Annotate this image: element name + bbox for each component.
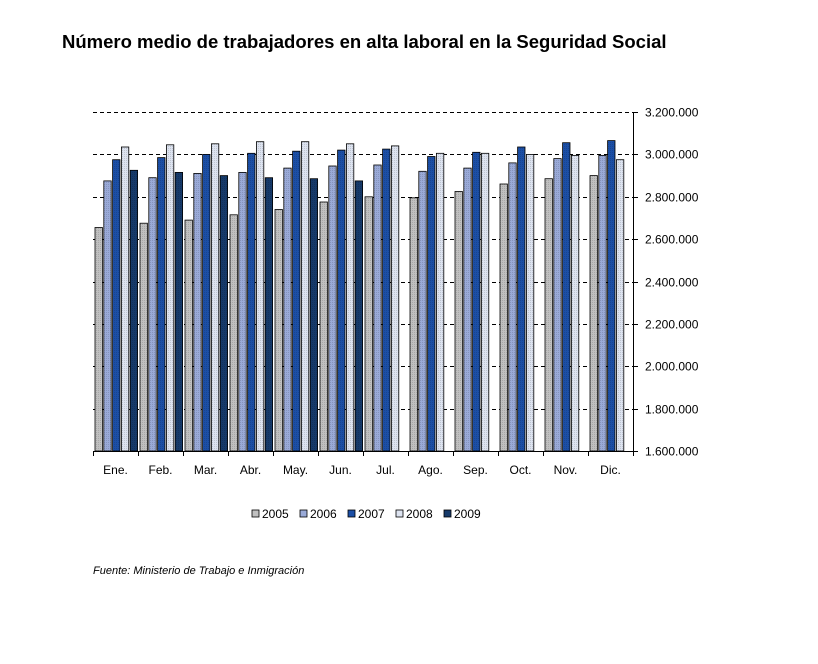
x-tick-label: Oct. (509, 463, 531, 477)
bar-texture (247, 153, 255, 452)
bar-texture (481, 153, 489, 452)
bar-texture (121, 147, 129, 451)
bar-texture (427, 156, 435, 451)
bar-texture (526, 154, 534, 451)
bar-texture (265, 177, 273, 451)
bar-texture (391, 145, 399, 451)
bar-texture (553, 158, 562, 451)
bar-texture (373, 165, 382, 451)
bar-texture (140, 223, 148, 451)
bar-texture (202, 154, 210, 451)
chart-title: Número medio de trabajadores en alta lab… (62, 31, 667, 52)
bar-texture (410, 197, 418, 451)
bar-texture (256, 141, 264, 451)
x-tick-label: Mar. (194, 463, 217, 477)
x-tick-label: Ene. (103, 463, 128, 477)
bar-texture (616, 159, 624, 451)
y-tick-label: 1.800.000 (645, 403, 699, 417)
bar-texture (230, 214, 238, 451)
bar-texture (103, 180, 112, 451)
bar-texture (517, 147, 525, 451)
y-tick-label: 2.000.000 (645, 360, 699, 374)
bar-texture (283, 168, 292, 451)
x-tick-label: Feb. (148, 463, 172, 477)
bar-texture (500, 184, 508, 451)
legend-label: 2007 (358, 507, 385, 521)
bar-texture (185, 220, 193, 451)
bar-texture (157, 157, 165, 451)
bar-texture (355, 180, 363, 451)
x-tick-label: Jun. (329, 463, 352, 477)
bar-texture (508, 162, 517, 451)
axes (93, 112, 638, 456)
bar-texture (193, 173, 202, 451)
y-tick-label: 3.200.000 (645, 106, 699, 120)
x-tick-label: Dic. (600, 463, 621, 477)
bar-texture (320, 202, 328, 451)
bar-texture (275, 209, 283, 451)
legend-swatch (443, 509, 452, 518)
source-note: Fuente: Ministerio de Trabajo e Inmigrac… (93, 565, 305, 577)
legend-label: 2006 (310, 507, 337, 521)
legend-swatch (347, 509, 356, 518)
bar-texture (301, 141, 309, 451)
bar-texture (590, 175, 598, 451)
bar-texture (166, 144, 174, 452)
bar-texture (95, 227, 103, 451)
bar-texture (365, 196, 373, 452)
legend-label: 2005 (262, 507, 289, 521)
legend-label: 2009 (454, 507, 481, 521)
x-tick-label: Sep. (463, 463, 488, 477)
y-tick-label: 2.800.000 (645, 191, 699, 205)
x-tick-label: Abr. (240, 463, 261, 477)
legend: 2005 2006 2007 2008 2009 (251, 507, 481, 521)
bars (94, 140, 625, 452)
y-tick-label: 2.600.000 (645, 233, 699, 247)
bar-texture (571, 155, 579, 451)
bar-texture (211, 143, 219, 452)
bar-texture (562, 142, 570, 451)
bar-texture (472, 152, 480, 452)
bar-texture (238, 172, 247, 451)
bar-texture (220, 175, 228, 451)
bar-texture (130, 170, 138, 452)
bar-texture (310, 178, 318, 451)
y-tick-labels: 1.600.000 1.800.000 2.000.000 2.200.000 2.40… (645, 106, 699, 459)
bar-texture (463, 168, 472, 451)
y-tick-label: 3.000.000 (645, 148, 699, 162)
bar-texture (382, 149, 390, 451)
bar-texture (337, 150, 345, 451)
bar-texture (418, 171, 427, 452)
x-tick-label: Nov. (554, 463, 578, 477)
bar-texture (436, 153, 444, 452)
legend-swatch (251, 509, 260, 518)
bar-texture (545, 178, 553, 451)
y-tick-label: 2.400.000 (645, 276, 699, 290)
legend-swatch (299, 509, 308, 518)
x-tick-labels: Ene. Feb. Mar. Abr. May. Jun. Jul. Ago. Sep. Oct.… (103, 463, 621, 477)
bar-texture (292, 151, 300, 451)
bar-texture (455, 191, 463, 451)
bar-texture (346, 143, 354, 452)
bar-texture (598, 155, 607, 451)
x-tick-label: Jul. (376, 463, 395, 477)
bar-texture (175, 172, 183, 451)
y-tick-label: 1.600.000 (645, 445, 699, 459)
bar-texture (328, 166, 337, 451)
x-tick-label: May. (283, 463, 308, 477)
bar-texture (607, 140, 615, 451)
y-tick-label: 2.200.000 (645, 318, 699, 332)
bar-texture (112, 159, 120, 451)
bar-texture (148, 177, 157, 451)
legend-swatch (395, 509, 404, 518)
legend-label: 2008 (406, 507, 433, 521)
x-tick-label: Ago. (418, 463, 443, 477)
